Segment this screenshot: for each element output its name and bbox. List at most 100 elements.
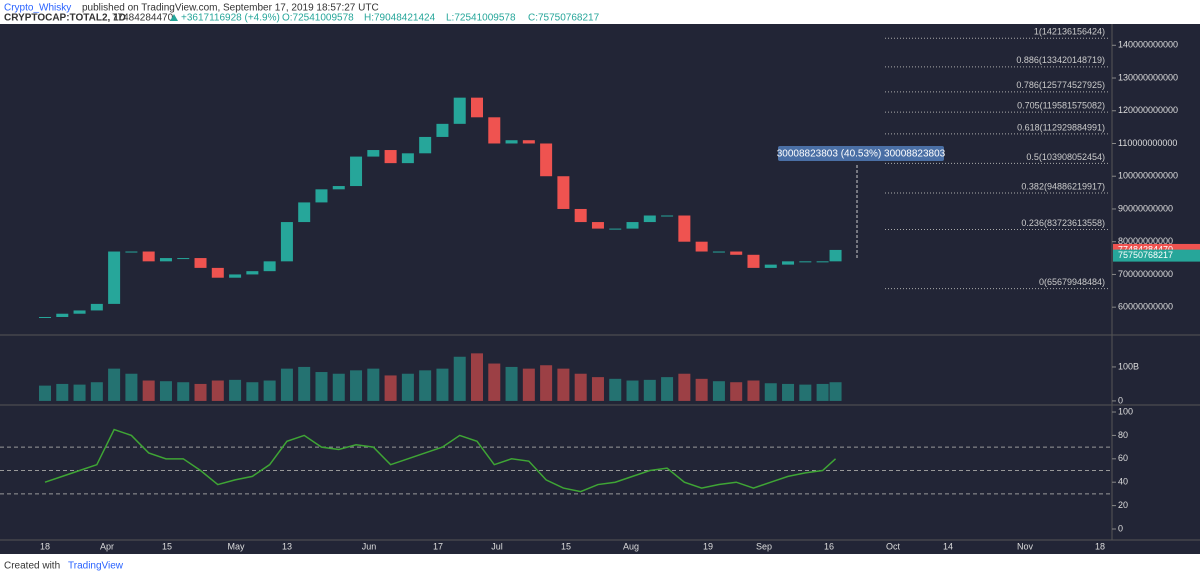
volume-bar: [471, 353, 483, 401]
candle: [695, 241, 708, 252]
candle: [816, 261, 829, 263]
candle: [384, 150, 397, 164]
candle: [829, 249, 842, 262]
candle: [661, 215, 674, 217]
x-tick-label: 14: [943, 541, 953, 551]
candle: [643, 215, 656, 223]
volume-bar: [661, 377, 674, 401]
volume-bar: [782, 383, 795, 401]
candle: [125, 251, 138, 253]
volume-bar: [246, 382, 259, 401]
x-tick-label: Apr: [100, 541, 114, 551]
price-label: 77484284470: [1118, 244, 1173, 254]
x-tick-label: 17: [433, 541, 443, 551]
footer-text: Created with: [4, 561, 60, 572]
oscillator-line: [44, 428, 837, 493]
y-tick-label: 140000000000: [1118, 40, 1178, 50]
candle: [39, 316, 51, 318]
x-tick-label: May: [227, 541, 245, 551]
y-tick-label: 100000000000: [1118, 171, 1178, 181]
volume-bar: [829, 382, 842, 401]
candle: [315, 189, 328, 203]
high: H:79048421424: [364, 13, 436, 24]
author[interactable]: Crypto_Whisky: [4, 3, 71, 14]
candle: [229, 274, 242, 278]
candle: [591, 222, 604, 229]
y-tick-label: 130000000000: [1118, 72, 1178, 82]
volume-bar: [367, 368, 380, 401]
volume-bar: [39, 385, 51, 401]
volume-bar: [211, 380, 224, 401]
y-tick-label: 20: [1118, 500, 1128, 510]
volume-bar: [298, 366, 311, 401]
up-arrow: [170, 14, 178, 21]
y-tick-label: 0: [1118, 395, 1123, 405]
candle: [540, 143, 553, 177]
volume-bar: [799, 384, 812, 401]
volume-bar: [419, 370, 432, 401]
footer-brand[interactable]: TradingView: [68, 561, 124, 572]
volume-bar: [194, 383, 207, 401]
volume-bar: [574, 373, 587, 401]
candle: [350, 156, 363, 187]
candle: [159, 258, 172, 262]
y-tick-label: 60000000000: [1118, 302, 1173, 312]
fib-label: 0(65679948484): [1039, 277, 1105, 287]
x-tick-label: 15: [561, 541, 571, 551]
candle: [453, 97, 466, 124]
volume-bar: [730, 382, 743, 401]
measure-box: [778, 146, 944, 161]
volume-bar: [56, 383, 69, 401]
volume-bar: [142, 380, 155, 401]
volume-bar: [453, 356, 466, 401]
volume-bar: [125, 373, 138, 401]
candle: [574, 208, 587, 223]
volume-bar: [522, 368, 535, 401]
x-tick-label: 18: [1095, 541, 1105, 551]
x-tick-label: Sep: [756, 541, 772, 551]
volume-bar: [332, 373, 345, 401]
volume-bar: [436, 368, 449, 401]
candle: [436, 123, 449, 137]
candle: [263, 261, 276, 272]
candle: [712, 251, 725, 253]
candle: [488, 117, 501, 144]
candle: [298, 202, 311, 223]
candle: [108, 251, 121, 304]
candle: [280, 222, 293, 262]
candle: [73, 310, 86, 314]
y-tick-label: 0: [1118, 523, 1123, 533]
candle: [505, 140, 518, 144]
volume-bar: [108, 368, 121, 401]
volume-bar: [488, 363, 501, 401]
fib-label: 0.382(94886219917): [1021, 181, 1105, 191]
candle: [194, 258, 207, 268]
volume-bar: [315, 372, 328, 401]
y-tick-label: 80000000000: [1118, 236, 1173, 246]
volume-bar: [695, 378, 708, 401]
y-tick-label: 110000000000: [1118, 138, 1177, 148]
volume-bar: [643, 379, 656, 401]
y-tick-label: 90000000000: [1118, 203, 1173, 213]
x-tick-label: 19: [703, 541, 713, 551]
y-tick-label: 40: [1118, 477, 1128, 487]
x-tick-label: Nov: [1017, 541, 1034, 551]
volume-bar: [384, 375, 397, 401]
volume-bar: [177, 382, 190, 401]
candle: [90, 303, 103, 311]
volume-bar: [263, 380, 276, 401]
measure-label: 30008823803 (40.53%) 30008823803: [777, 149, 946, 160]
x-tick-label: Jul: [491, 541, 503, 551]
price-label: 75750768217: [1118, 250, 1173, 260]
candle: [332, 186, 345, 190]
price-label-box: [1113, 249, 1200, 262]
volume-bar: [73, 384, 86, 401]
candle: [56, 313, 69, 317]
volume-bar: [609, 378, 622, 401]
fib-label: 0.886(133420148719): [1016, 55, 1105, 65]
candle: [799, 261, 812, 263]
change: +3617116928 (+4.9%): [181, 13, 280, 24]
volume-bar: [159, 381, 172, 401]
